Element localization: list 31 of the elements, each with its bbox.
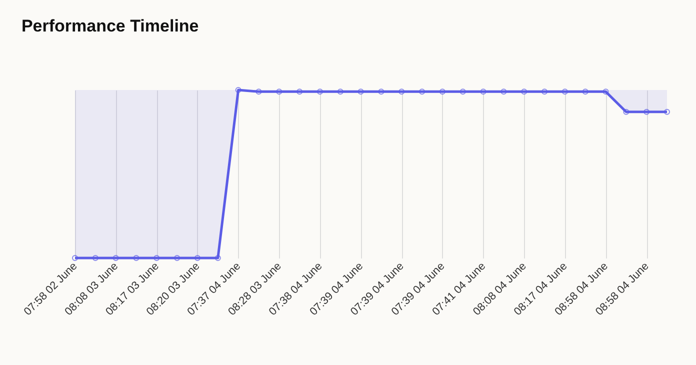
point: [398, 88, 405, 95]
point: [500, 88, 507, 95]
point: [439, 88, 446, 95]
point: [72, 255, 78, 261]
point: [276, 88, 282, 95]
point: [235, 87, 242, 93]
chart-title: Performance Timeline: [21, 16, 199, 36]
point: [562, 88, 568, 95]
point: [194, 255, 200, 261]
point: [256, 88, 262, 95]
point: [154, 255, 160, 261]
point: [358, 88, 364, 95]
point: [521, 88, 528, 95]
point: [623, 108, 630, 115]
point: [419, 88, 426, 95]
point: [644, 108, 650, 115]
point: [337, 88, 344, 95]
point: [316, 88, 323, 95]
point: [480, 88, 486, 95]
point: [296, 88, 303, 95]
point: [542, 88, 548, 95]
point: [460, 88, 466, 95]
point: [582, 88, 588, 95]
point: [214, 255, 221, 261]
point: [112, 255, 119, 261]
point: [133, 255, 140, 261]
point: [378, 88, 384, 95]
point: [602, 88, 609, 95]
point: [664, 108, 670, 115]
point: [92, 255, 98, 261]
point: [174, 255, 180, 261]
